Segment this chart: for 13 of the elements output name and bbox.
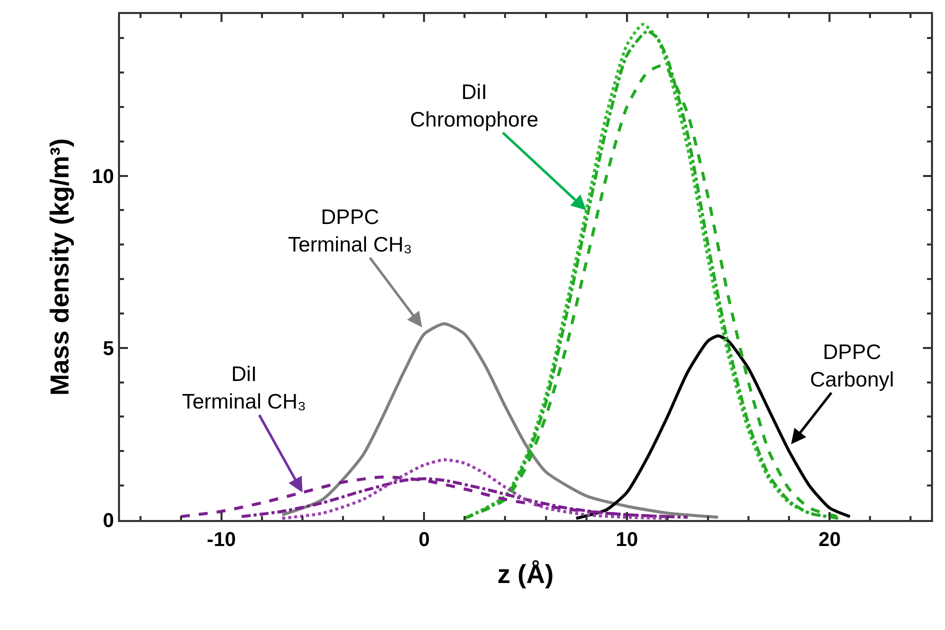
x-tick-label: 0: [418, 529, 430, 551]
y-tick-label: 10: [92, 166, 114, 188]
y-axis-title: Mass density (kg/m³): [44, 138, 75, 396]
x-tick-label: -10: [206, 529, 236, 551]
x-tick-label: 20: [818, 529, 841, 551]
y-tick-label: 0: [102, 510, 114, 532]
annotation: DiI Terminal CH₃: [182, 363, 306, 414]
annotation: DPPC Terminal CH₃: [288, 206, 412, 256]
x-axis-title: z (Å): [497, 559, 554, 590]
annotation: DiI Chromophore: [410, 81, 538, 132]
annotation: DPPC Carbonyl: [810, 341, 894, 392]
y-tick-label: 5: [102, 338, 114, 360]
x-tick-label: 10: [616, 529, 638, 551]
